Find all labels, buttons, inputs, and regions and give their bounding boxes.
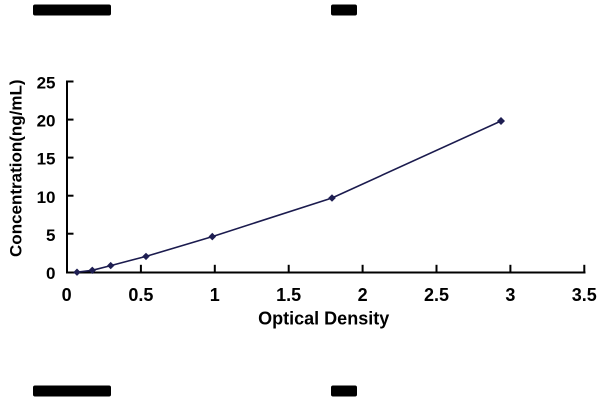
svg-text:10: 10 [37,188,56,207]
svg-text:2.5: 2.5 [424,285,449,305]
svg-text:5: 5 [46,226,55,245]
svg-text:0: 0 [62,285,72,305]
svg-text:15: 15 [37,150,56,169]
svg-text:Concentration(ng/mL): Concentration(ng/mL) [7,79,26,257]
svg-text:Optical Density: Optical Density [258,309,389,329]
svg-text:2: 2 [358,285,368,305]
svg-text:0.5: 0.5 [128,285,153,305]
svg-text:0: 0 [46,264,55,283]
svg-text:25: 25 [37,74,56,93]
svg-text:3: 3 [505,285,515,305]
svg-text:20: 20 [37,112,56,131]
svg-text:1: 1 [210,285,220,305]
svg-text:1.5: 1.5 [276,285,301,305]
svg-text:3.5: 3.5 [572,285,597,305]
